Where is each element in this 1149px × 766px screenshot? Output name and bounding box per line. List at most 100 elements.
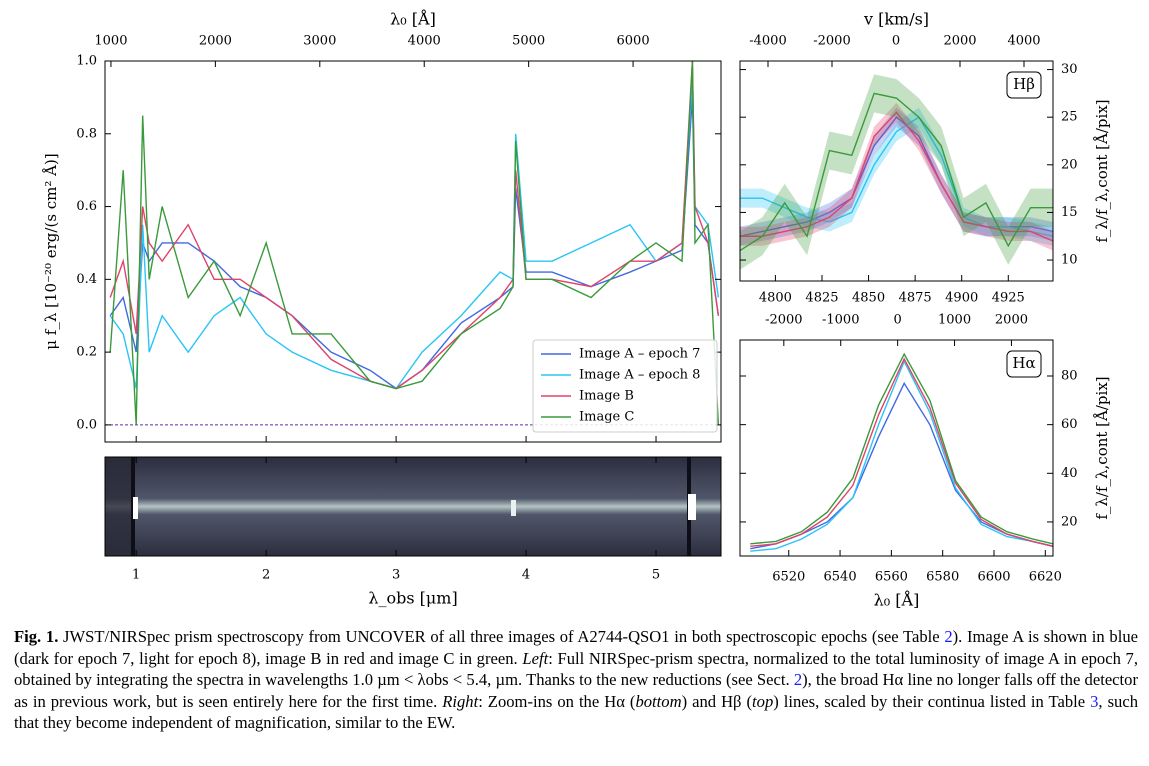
x-tick-label: 6620: [1029, 570, 1062, 585]
x2-tick-label: 4000: [1007, 34, 1040, 49]
x-tick-label: 2: [262, 568, 270, 583]
plot-area: [105, 61, 721, 426]
x-tick-label: 5: [652, 568, 660, 583]
y-tick-label: 10: [1061, 253, 1078, 268]
series-line: [109, 61, 720, 425]
legend-label: Image A – epoch 7: [579, 347, 700, 362]
series-line: [109, 61, 720, 390]
y-axis-title: f_λ/f_λ,cont [Å/pix]: [1093, 99, 1111, 242]
caption-text: : Full NIRSpec-prism spectra, normalized…: [14, 648, 1138, 690]
x-tick-label: 6580: [926, 570, 959, 585]
x-tick-label: 4900: [945, 291, 978, 306]
x-tick-label: 6560: [875, 570, 908, 585]
caption-emph: top: [752, 691, 774, 711]
plot-area: [740, 74, 1053, 270]
caption-text: ), the broad Hα line no longer falls off…: [14, 670, 1138, 711]
y-tick-label: 0.2: [76, 345, 97, 360]
x2-axis-title: v [km/s]: [863, 10, 929, 29]
series-line: [750, 359, 1053, 552]
plot-frame: [104, 60, 722, 443]
x2-tick-label: 5000: [512, 34, 545, 49]
x2-axis-title: λ₀ [Å]: [390, 9, 436, 29]
y-tick-label: 1.0: [76, 54, 97, 69]
x2-tick-label: 1000: [94, 34, 127, 49]
x2-tick-label: -2000: [765, 313, 802, 328]
series-line: [750, 352, 1053, 545]
caption-ref[interactable]: 3: [1090, 691, 1099, 711]
x-tick-label: 4: [522, 568, 530, 583]
panel-label: Hβ: [1013, 75, 1035, 93]
x2-tick-label: 2000: [995, 313, 1028, 328]
series-line: [740, 116, 1053, 237]
x-tick-label: 1: [132, 568, 140, 583]
x-axis-title: λ₀ [Å]: [874, 590, 920, 610]
x2-tick-label: 3000: [303, 34, 336, 49]
x2-tick-label: 1000: [938, 313, 971, 328]
y-tick-label: 0.6: [76, 199, 97, 214]
y-tick-label: 30: [1061, 62, 1078, 77]
x-tick-label: 4850: [852, 291, 885, 306]
x2-tick-label: 0: [892, 34, 900, 49]
panel-label-box: [1006, 350, 1042, 378]
series-line: [750, 381, 1053, 550]
legend-label: Image B: [579, 389, 634, 404]
caption-emph: Left: [522, 648, 549, 668]
x-tick-label: 4925: [992, 291, 1025, 306]
series-line: [740, 111, 1053, 242]
x2-tick-label: -1000: [822, 313, 859, 328]
x-tick-label: 4875: [899, 291, 932, 306]
caption-ref[interactable]: 2: [793, 670, 803, 690]
series-line: [750, 357, 1053, 547]
caption-emph: Right: [442, 691, 479, 711]
legend-box: [532, 339, 718, 433]
y-tick-label: 20: [1061, 157, 1078, 172]
y-tick-label: 40: [1061, 466, 1078, 481]
y-axis-title: μ f_λ [10⁻²⁰ erg/(s cm² Å)]: [42, 153, 60, 349]
caption-label: Fig. 1.: [14, 627, 59, 646]
y-tick-label: 15: [1061, 205, 1078, 220]
x2-tick-label: -2000: [813, 34, 850, 49]
error-band: [740, 107, 1053, 246]
caption-text: , such that they become independent of m…: [14, 691, 1138, 733]
caption-ref[interactable]: 2: [944, 627, 953, 646]
error-band: [740, 107, 1053, 246]
x2-tick-label: 6000: [617, 34, 650, 49]
caption-text: JWST/NIRSpec prism spectroscopy from UNC…: [58, 627, 945, 646]
x-tick-label: 4825: [805, 291, 838, 306]
y-tick-label: 80: [1061, 369, 1078, 384]
caption-text: : Zoom-ins on the Hα (: [478, 691, 636, 711]
figure: 1 2 3 4 5 1000 2000 3000 4000 5000 6000 0.0 0.2 0.4 0.…: [42, 9, 1111, 610]
x-tick-label: 3: [392, 568, 400, 583]
y-tick-label: 20: [1061, 514, 1078, 529]
x2-tick-label: 4000: [408, 34, 441, 49]
y-tick-label: 0.0: [76, 417, 97, 432]
x-axis-title: λ_obs [μm]: [368, 589, 457, 608]
caption-emph: bottom: [635, 691, 682, 711]
caption: Fig. 1. JWST/NIRSpec prism spectroscopy …: [14, 626, 1138, 734]
series-line: [740, 92, 1053, 252]
legend-label: Image A – epoch 8: [579, 368, 700, 383]
caption-text: ) and Hβ (: [681, 691, 753, 711]
y-tick-label: 0.8: [76, 126, 97, 141]
plot-frame: [739, 339, 1054, 557]
x-tick-label: 6540: [824, 570, 857, 585]
y-axis-title: f_λ/f_λ,cont [Å/pix]: [1093, 376, 1111, 519]
x-tick-label: 6520: [772, 570, 805, 585]
x2-tick-label: 2000: [943, 34, 976, 49]
plot-area: [750, 352, 1053, 552]
panel-label-box: [1006, 71, 1042, 99]
caption-text: ). Image A is shown in blue (dark for ep…: [14, 627, 1138, 668]
y-tick-label: 25: [1061, 110, 1078, 125]
y-tick-label: 60: [1061, 417, 1078, 432]
legend-label: Image C: [579, 410, 634, 425]
x-tick-label: 6600: [977, 570, 1010, 585]
error-band: [740, 74, 1053, 270]
x2-tick-label: -4000: [749, 34, 786, 49]
spectrum-2d: [104, 456, 722, 557]
error-band: [740, 102, 1053, 251]
x2-tick-label: 2000: [199, 34, 232, 49]
y-tick-label: 0.4: [76, 272, 97, 287]
caption-text: ) lines, scaled by their continua listed…: [773, 691, 1091, 711]
x-tick-label: 4800: [759, 291, 792, 306]
